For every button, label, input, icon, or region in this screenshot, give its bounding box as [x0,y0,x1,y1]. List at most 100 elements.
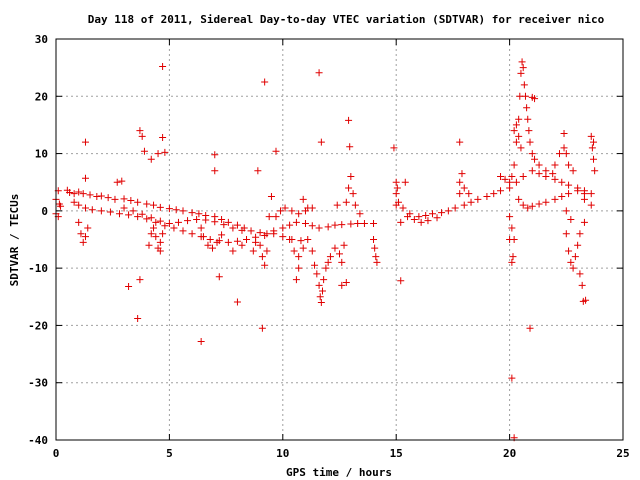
data-point [193,215,201,223]
data-point [159,62,167,70]
data-point [521,92,529,100]
data-point [254,167,262,175]
data-point [567,258,575,266]
data-point [333,201,341,209]
data-point [404,213,412,221]
data-point [390,144,398,152]
data-point [116,210,124,218]
data-point [170,224,178,232]
data-point [569,264,577,272]
data-point [508,258,516,266]
data-point [336,250,343,258]
data-point [535,170,543,178]
data-point [574,241,582,249]
data-point [299,195,307,203]
data-point [218,231,226,239]
data-point [551,161,559,169]
data-point [220,221,228,229]
data-point [202,216,210,224]
data-point [156,238,164,246]
data-point [88,206,96,214]
data-point [347,172,355,180]
y-tick-labels: -40 -30 -20 -10 0 10 20 30 [28,33,48,447]
data-point [394,198,402,206]
data-point [393,184,401,192]
data-point [308,247,316,255]
data-point [150,224,158,232]
data-point [588,144,596,152]
data-point [456,190,464,198]
data-point [165,205,173,213]
data-point [317,299,325,307]
data-point [571,253,579,261]
data-point [81,233,89,241]
data-point [159,134,167,142]
data-point [512,178,520,186]
data-point [129,207,137,215]
data-point [508,224,516,232]
data-point [506,236,514,243]
data-point [301,219,309,227]
data-point [315,281,323,289]
data-point [179,207,187,215]
data-point [161,148,169,156]
data-point [490,190,498,198]
data-point [86,191,94,199]
data-point [506,213,514,221]
data-point [211,151,219,159]
data-point [125,211,133,219]
data-point [93,193,101,201]
data-point [515,195,523,203]
data-point [528,93,536,101]
data-point [451,204,459,212]
data-point [315,69,323,77]
data-point [576,230,584,238]
data-point [456,178,464,186]
data-point [519,64,527,72]
data-point [215,273,223,281]
data-point [456,138,464,146]
plot-frame [55,38,624,441]
data-point [424,217,432,225]
data-point [342,198,350,206]
data-point [218,215,226,223]
data-point [392,190,400,198]
data-point [145,241,153,249]
data-point [256,229,264,237]
data-point [156,203,164,211]
data-point [465,190,473,198]
data-point [224,218,232,226]
data-point [397,277,405,285]
data-point [324,258,332,266]
data-point [66,189,74,197]
data-point [410,215,418,223]
data-point [265,213,273,221]
data-point [286,236,294,243]
data-point [134,213,142,221]
x-tick-label: 15 [390,447,403,460]
data-point [272,213,280,221]
data-point [526,324,534,332]
data-point [460,184,468,192]
data-point [204,241,212,249]
data-point [338,258,346,266]
grid-lines [56,39,623,440]
data-point [279,233,287,241]
data-point [591,167,599,175]
data-point [433,214,441,222]
data-point [428,210,436,218]
data-point [467,198,475,206]
data-point [104,194,112,202]
data-point [567,215,575,223]
data-point [580,218,588,226]
data-point [75,201,83,209]
data-point [535,161,543,169]
data-point [342,278,350,286]
data-point [118,177,126,185]
data-point [565,247,573,255]
axis-ticks [55,38,624,441]
data-point [562,207,570,215]
data-point [311,261,319,269]
data-point [520,81,528,89]
data-point [316,293,324,301]
